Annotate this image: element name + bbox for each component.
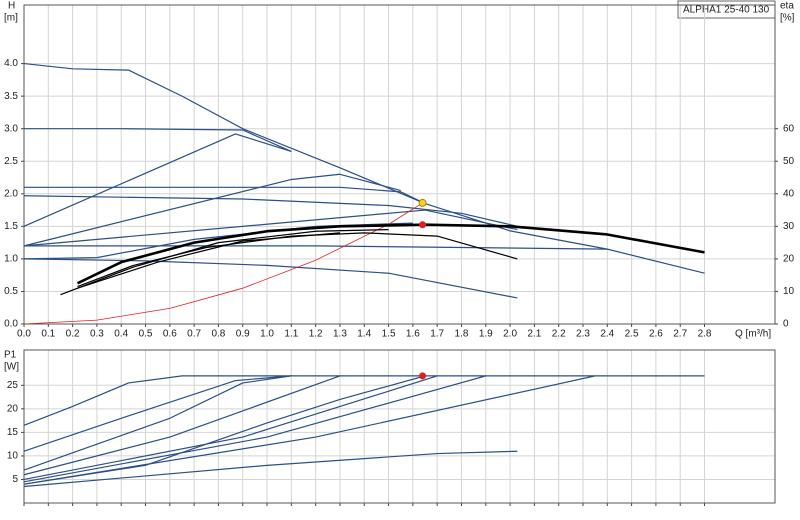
x-tick-label: 2.6: [649, 329, 663, 340]
curve: [23, 209, 518, 247]
y2-tick-label: 50: [783, 156, 795, 167]
x-tick-label: 0.0: [17, 329, 31, 340]
x-tick-label: 2.4: [600, 329, 614, 340]
y2-tick-label: 10: [783, 286, 795, 297]
plot-frame: [23, 4, 776, 325]
x-tick-label: 1.0: [260, 329, 274, 340]
x-tick-label: 0.8: [211, 329, 225, 340]
chart-title: ALPHA1 25-40 130: [683, 5, 770, 16]
y2-tick-label: 0: [783, 319, 789, 330]
curve: [23, 133, 292, 227]
curve: [23, 62, 705, 274]
curve: [77, 232, 341, 289]
duty-point: [419, 372, 427, 380]
x-tick-label: 0.6: [163, 329, 177, 340]
y2-tick-label: 60: [783, 123, 795, 134]
y-tick-label: 3.5: [4, 91, 18, 102]
x-tick-label: 0.5: [139, 329, 153, 340]
x-tick-label: 0.4: [114, 329, 128, 340]
y-axis-label: H: [8, 1, 15, 12]
x-tick-label: 1.9: [479, 329, 493, 340]
y-tick-label: 3.0: [4, 123, 18, 134]
x-axis-label: Q [m³/h]: [735, 329, 771, 340]
curve: [23, 375, 596, 485]
curve: [23, 195, 518, 227]
x-tick-label: 0.9: [236, 329, 250, 340]
curve: [23, 375, 292, 471]
x-tick-label: 2.5: [625, 329, 639, 340]
y-tick-label: 1.5: [4, 221, 18, 232]
y2-tick-label: 30: [783, 221, 795, 232]
x-tick-label: 2.2: [552, 329, 566, 340]
y2-axis-label: eta: [780, 1, 794, 12]
x-tick-label: 0.7: [187, 329, 201, 340]
y-tick-label: 1.0: [4, 254, 18, 265]
x-tick-label: 0.1: [41, 329, 55, 340]
y-tick-label: 0.5: [4, 286, 18, 297]
y-tick-label: 2.5: [4, 156, 18, 167]
curve: [23, 450, 518, 488]
y-tick-label: 25: [7, 380, 19, 391]
y-tick-label: 15: [7, 427, 19, 438]
duty-point: [419, 221, 427, 229]
x-tick-label: 1.6: [406, 329, 420, 340]
y-tick-label: 2.0: [4, 188, 18, 199]
x-tick-label: 1.4: [357, 329, 371, 340]
curve: [23, 375, 438, 481]
x-tick-label: 1.2: [309, 329, 323, 340]
curve: [60, 229, 389, 296]
x-tick-label: 1.5: [382, 329, 396, 340]
x-tick-label: 0.2: [66, 329, 80, 340]
curve: [23, 258, 518, 299]
duty-point: [418, 198, 427, 207]
y-axis-label: P1: [4, 350, 17, 361]
x-tick-label: 2.7: [673, 329, 687, 340]
curve: [24, 186, 426, 205]
x-tick-label: 2.3: [576, 329, 590, 340]
y-tick-label: 4.0: [4, 58, 18, 69]
curve: [23, 375, 292, 452]
curve: [23, 375, 705, 426]
x-tick-label: 2.1: [527, 329, 541, 340]
x-tick-label: 2.0: [503, 329, 517, 340]
y-tick-label: 20: [7, 403, 19, 414]
y-tick-label: 0.0: [4, 319, 18, 330]
curve: [76, 223, 705, 285]
x-tick-label: 1.3: [333, 329, 347, 340]
curve: [23, 375, 341, 476]
curve: [24, 245, 608, 250]
y2-tick-label: 40: [783, 188, 795, 199]
y2-axis-unit: [%]: [780, 13, 795, 24]
x-tick-label: 0.3: [90, 329, 104, 340]
y-tick-label: 5: [12, 474, 18, 485]
x-tick-label: 1.1: [284, 329, 298, 340]
curve: [23, 375, 486, 483]
x-tick-label: 1.8: [455, 329, 469, 340]
y2-tick-label: 20: [783, 254, 795, 265]
x-tick-label: 1.7: [430, 329, 444, 340]
curve: [24, 128, 292, 153]
x-tick-label: 2.8: [698, 329, 712, 340]
curve: [77, 232, 518, 288]
y-tick-label: 10: [7, 451, 19, 462]
y-axis-unit: [m]: [4, 13, 18, 24]
plot-frame: [23, 349, 776, 504]
curve: [23, 173, 401, 247]
y-axis-unit: [W]: [4, 362, 19, 373]
